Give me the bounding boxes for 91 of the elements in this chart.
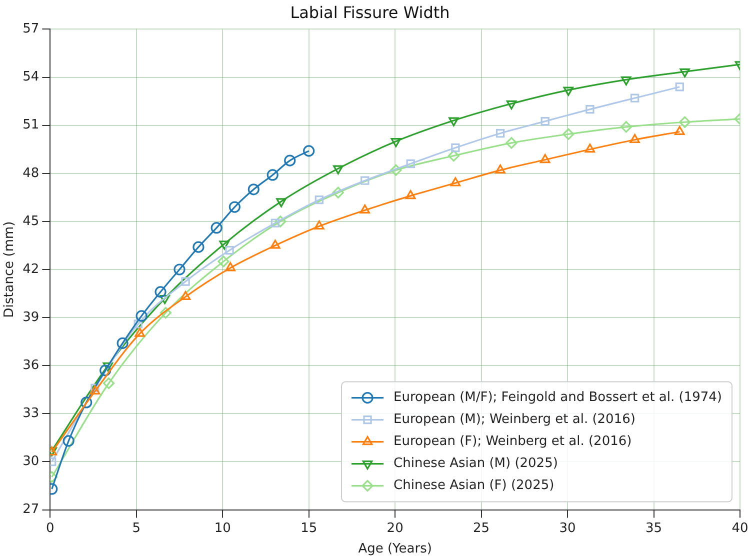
legend-label: European (M/F); Feingold and Bossert et al. (1974) <box>394 390 722 406</box>
point <box>450 177 461 186</box>
point <box>448 117 459 126</box>
point <box>562 128 574 140</box>
point <box>136 310 148 322</box>
point <box>100 364 112 376</box>
point <box>563 86 574 96</box>
point <box>405 190 416 200</box>
point <box>448 150 460 162</box>
point <box>192 241 204 253</box>
point <box>451 143 460 152</box>
point <box>219 240 230 250</box>
point <box>90 385 100 395</box>
point <box>180 290 191 300</box>
point <box>174 264 186 276</box>
point <box>270 218 280 228</box>
point <box>218 256 230 268</box>
x-tick-label: 15 <box>300 520 318 536</box>
y-tick-label: 36 <box>22 358 40 373</box>
point <box>679 116 691 128</box>
x-tick-label: 25 <box>473 520 490 536</box>
point <box>584 144 596 153</box>
point <box>495 164 506 174</box>
point <box>276 198 286 208</box>
legend-label: Chinese Asian (M) (2025) <box>394 456 558 472</box>
point <box>284 154 296 166</box>
y-tick-label: 33 <box>22 406 40 422</box>
point <box>134 320 142 328</box>
chart-title: Labial Fissure Width <box>290 2 450 22</box>
point <box>102 362 114 372</box>
point <box>270 240 280 249</box>
legend-label: European (M); Weinberg et al. (2016) <box>394 412 636 428</box>
y-tick-label: 39 <box>22 310 40 325</box>
point <box>333 165 344 174</box>
x-axis-title: Age (Years) <box>358 542 432 557</box>
point <box>540 116 550 126</box>
point <box>248 184 260 196</box>
point <box>506 137 518 149</box>
point <box>540 154 550 164</box>
point <box>496 128 505 138</box>
point <box>621 76 632 86</box>
x-tick-label: 0 <box>46 520 54 536</box>
point <box>406 159 415 168</box>
point <box>630 94 640 102</box>
x-tick-label: 35 <box>645 520 662 536</box>
x-tick-label: 5 <box>132 520 141 536</box>
point <box>303 145 315 157</box>
y-tick-label: 57 <box>22 22 40 37</box>
y-tick-label: 30 <box>22 454 40 470</box>
point <box>360 204 370 214</box>
point <box>225 262 236 272</box>
point <box>154 286 166 298</box>
point <box>90 384 100 392</box>
point <box>210 222 222 234</box>
y-tick-label: 45 <box>22 214 40 229</box>
point <box>674 126 685 136</box>
point <box>390 164 402 176</box>
point <box>102 377 115 390</box>
point <box>225 246 234 255</box>
point <box>134 328 145 337</box>
point <box>630 134 640 144</box>
point <box>266 169 278 181</box>
point <box>620 121 632 133</box>
y-axis-title: Distance (mm) <box>2 221 18 318</box>
point <box>680 68 690 78</box>
point <box>274 216 286 228</box>
point <box>62 435 74 447</box>
point <box>314 195 324 204</box>
point <box>314 220 324 230</box>
point <box>181 277 190 286</box>
x-tick-label: 10 <box>214 520 231 536</box>
point <box>160 306 172 319</box>
point <box>586 104 594 114</box>
point <box>116 337 128 349</box>
point <box>80 396 92 408</box>
point <box>228 201 240 213</box>
y-tick-label: 54 <box>22 70 40 85</box>
x-tick-label: 40 <box>732 520 748 536</box>
legend-label: Chinese Asian (F) (2025) <box>394 478 554 494</box>
point <box>390 138 402 148</box>
y-tick-label: 48 <box>22 166 40 181</box>
x-tick-label: 20 <box>386 520 404 536</box>
y-tick-label: 27 <box>22 502 40 518</box>
point <box>506 100 517 110</box>
x-tick-label: 30 <box>559 520 576 536</box>
point <box>675 82 684 92</box>
point <box>360 176 370 185</box>
y-tick-label: 42 <box>22 262 40 277</box>
legend-label: European (F); Weinberg et al. (2016) <box>394 434 632 450</box>
y-tick-label: 51 <box>22 118 40 133</box>
point <box>332 186 344 198</box>
